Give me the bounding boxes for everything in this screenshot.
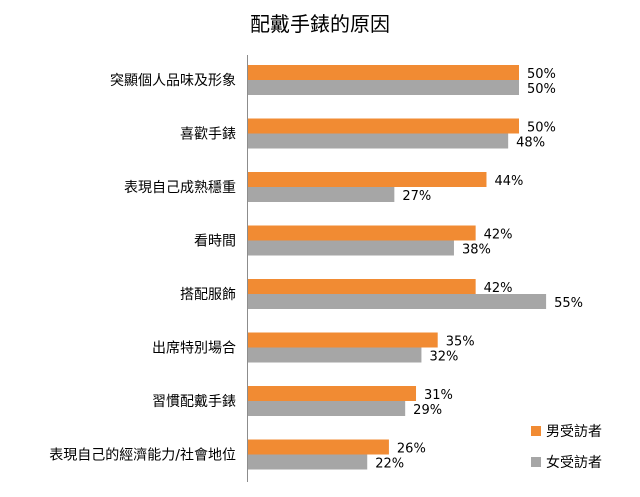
bar-female	[248, 240, 454, 256]
bar-female	[248, 133, 509, 149]
data-label: 44%	[494, 174, 523, 189]
data-label: 42%	[484, 228, 513, 243]
legend-label: 女受訪者	[546, 454, 602, 471]
bar-female	[248, 347, 422, 363]
bar-male	[248, 386, 417, 401]
data-label: 38%	[462, 243, 491, 258]
data-label: 55%	[554, 296, 583, 311]
data-label: 31%	[424, 388, 453, 403]
category-label: 搭配服飾	[180, 287, 236, 303]
data-label: 27%	[402, 189, 431, 204]
data-label: 42%	[484, 281, 513, 296]
data-label: 32%	[429, 350, 458, 365]
chart-title: 配戴手錶的原因	[250, 12, 390, 36]
labels: 突顯個人品味及形象 50%50%喜歡手錶 50%48%表現自己成熟穩重 44%27%看…	[49, 67, 583, 472]
data-label: 29%	[413, 403, 442, 418]
category-label: 出席特別場合	[152, 341, 236, 357]
bar-male	[248, 439, 389, 455]
bar-female	[248, 294, 547, 309]
category-label: 突顯個人品味及形象	[110, 73, 236, 89]
legend-label: 男受訪者	[546, 424, 602, 440]
data-label: 48%	[516, 136, 545, 151]
data-label: 50%	[527, 121, 556, 136]
category-label: 表現自己的經濟能力/社會地位	[49, 448, 236, 464]
category-label: 看時間	[194, 234, 236, 250]
bar-male	[248, 225, 476, 241]
bar-male	[248, 332, 438, 348]
data-label: 50%	[527, 82, 556, 97]
legend-swatch	[531, 426, 541, 436]
bar-female	[248, 187, 395, 202]
bar-female	[248, 454, 368, 470]
bar-female	[248, 401, 406, 416]
bar-female	[248, 80, 519, 95]
category-label: 表現自己成熟穩重	[124, 180, 236, 196]
bars	[248, 65, 547, 470]
bar-male	[248, 172, 487, 187]
data-label: 35%	[446, 335, 475, 350]
bar-male	[248, 118, 519, 134]
category-label: 喜歡手錶	[180, 127, 236, 143]
legend-swatch	[531, 457, 541, 467]
data-label: 26%	[397, 442, 426, 457]
category-label: 習慣配戴手錶	[152, 393, 236, 410]
bar-male	[248, 65, 519, 80]
data-label: 22%	[375, 457, 404, 472]
data-label: 50%	[527, 67, 556, 82]
bar-male	[248, 279, 476, 294]
